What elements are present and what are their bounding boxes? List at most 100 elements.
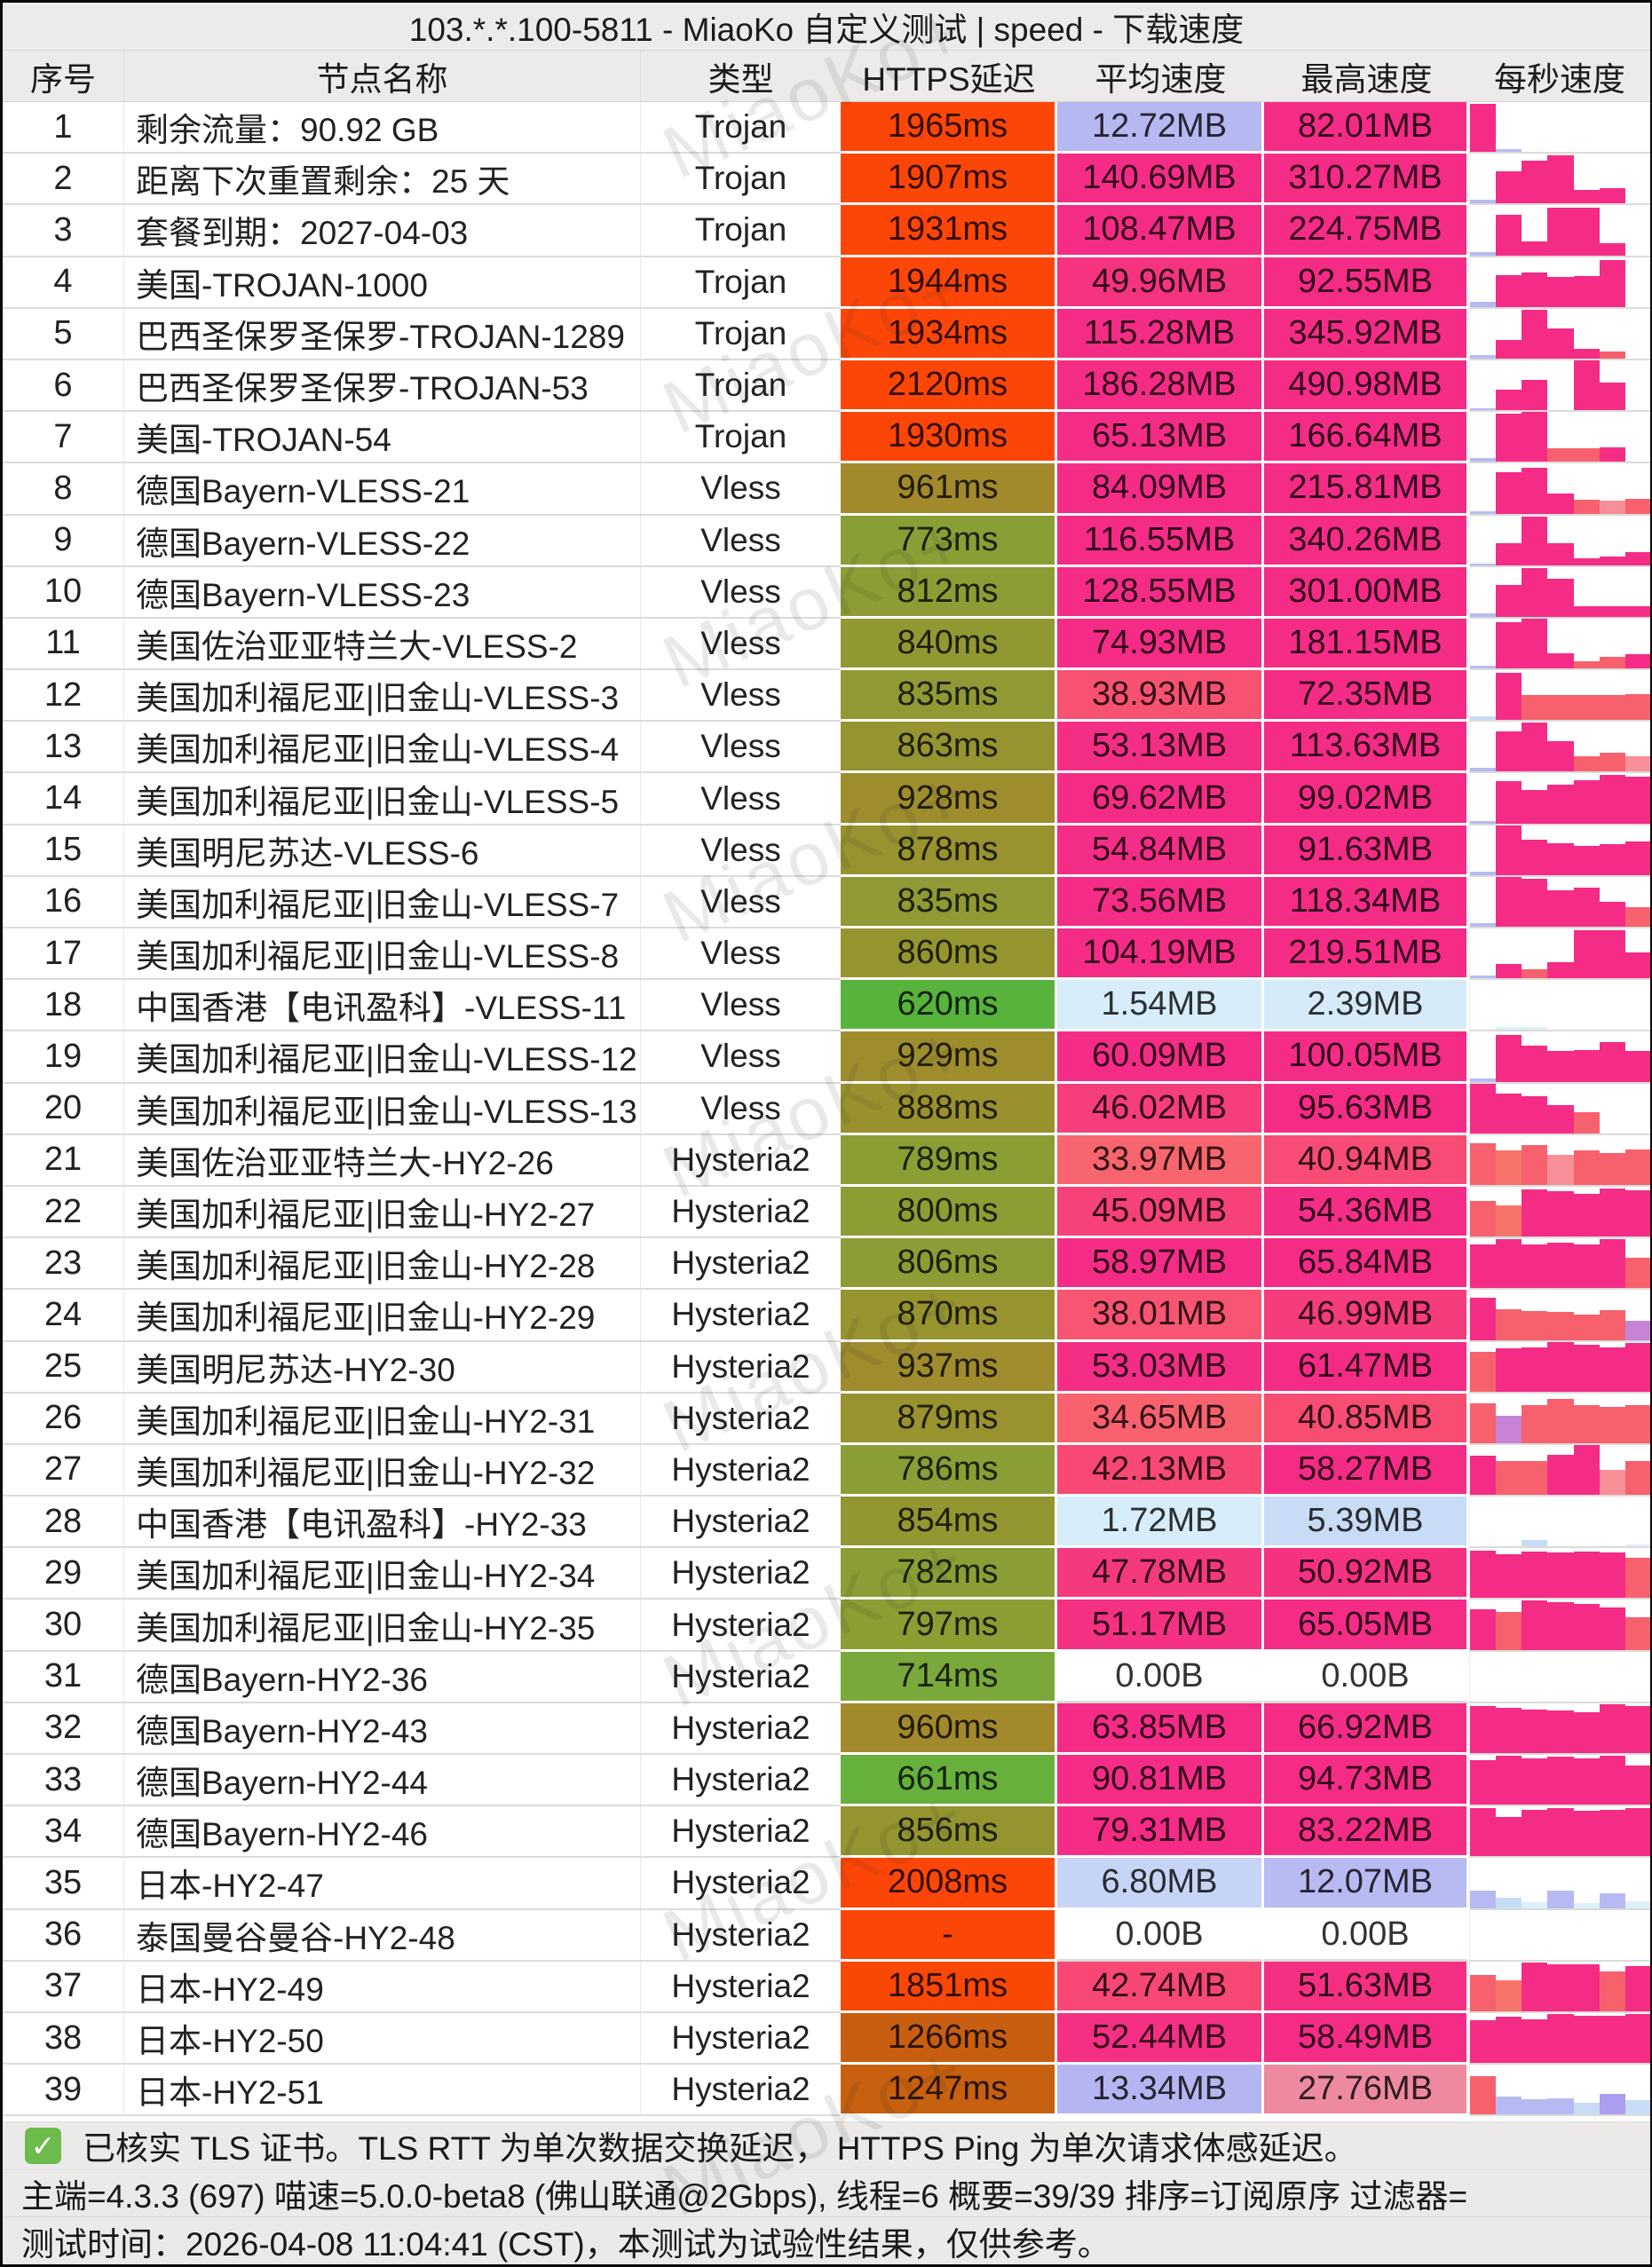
speed-bar (1599, 1470, 1625, 1496)
speed-bar (1573, 756, 1600, 772)
footer-line-version: 主端=4.3.3 (697) 喵速=5.0.0-beta8 (佛山联通@2Gbp… (3, 2168, 1650, 2217)
speed-bar (1599, 1892, 1625, 1908)
protocol-type: Hysteria2 (640, 1186, 841, 1239)
table-row: 7 美国-TROJAN-54 Trojan 1930ms 65.13MB 166… (3, 412, 1650, 464)
https-latency: 835ms (841, 670, 1057, 723)
speed-bar (1547, 207, 1574, 256)
speed-bar (1599, 695, 1625, 721)
node-name: 日本-HY2-50 (123, 2012, 640, 2066)
speed-bar (1470, 408, 1497, 411)
speed-bar (1522, 1962, 1548, 2011)
node-name: 美国加利福尼亚|旧金山-HY2-29 (123, 1290, 640, 1342)
max-speed: 65.05MB (1264, 1600, 1469, 1652)
https-latency: 800ms (841, 1186, 1057, 1239)
table-row: 36 泰国曼谷曼谷-HY2-48 Hysteria2 - 0.00B 0.00B (3, 1909, 1650, 1962)
speed-bar (1496, 1817, 1522, 1857)
average-speed: 1.72MB (1057, 1497, 1264, 1549)
https-latency: 1247ms (841, 2065, 1057, 2117)
node-name: 美国佐治亚亚特兰大-VLESS-2 (123, 618, 640, 671)
average-speed: 33.97MB (1057, 1134, 1264, 1187)
protocol-type: Trojan (640, 308, 841, 360)
protocol-type: Hysteria2 (640, 1651, 841, 1703)
speed-bar (1470, 1760, 1497, 1805)
protocol-type: Vless (640, 980, 841, 1032)
average-speed: 84.09MB (1057, 463, 1264, 516)
check-icon: ✓ (25, 2127, 61, 2164)
speed-bar (1573, 1445, 1600, 1496)
speed-bar (1470, 666, 1497, 669)
speed-bar (1624, 1616, 1650, 1650)
average-speed: 52.44MB (1057, 2012, 1264, 2066)
max-speed: 224.75MB (1264, 205, 1469, 257)
speed-bar (1547, 493, 1574, 514)
protocol-type: Trojan (640, 154, 841, 206)
speed-bar (1522, 695, 1548, 721)
max-speed: 2.39MB (1264, 980, 1469, 1032)
speed-bar (1573, 499, 1600, 514)
speed-bar (1624, 1765, 1650, 1805)
speed-bar (1599, 1239, 1625, 1289)
https-latency: 1931ms (841, 205, 1057, 257)
speed-bar (1470, 1078, 1497, 1082)
speed-bar (1547, 653, 1574, 669)
speed-bar (1522, 241, 1548, 256)
average-speed: 0.00B (1057, 1909, 1264, 1962)
https-latency: 773ms (841, 515, 1057, 567)
node-name: 美国加利福尼亚|旧金山-HY2-32 (123, 1444, 640, 1497)
speed-histogram (1469, 1651, 1650, 1703)
table-row: 26 美国加利福尼亚|旧金山-HY2-31 Hysteria2 879ms 34… (3, 1393, 1650, 1445)
https-latency: 840ms (841, 618, 1057, 671)
average-speed: 73.56MB (1057, 876, 1264, 928)
speed-bar (1573, 1963, 1600, 2011)
protocol-type: Hysteria2 (640, 1806, 841, 1859)
average-speed: 53.13MB (1057, 722, 1264, 774)
speed-bar (1599, 2016, 1625, 2064)
table-row: 19 美国加利福尼亚|旧金山-VLESS-12 Vless 929ms 60.0… (3, 1031, 1650, 1084)
average-speed: 60.09MB (1057, 1031, 1264, 1084)
table-row: 23 美国加利福尼亚|旧金山-HY2-28 Hysteria2 806ms 58… (3, 1238, 1650, 1291)
speed-bar (1496, 149, 1522, 153)
speed-bar (1522, 1144, 1548, 1185)
node-name: 美国-TROJAN-1000 (123, 257, 640, 309)
max-speed: 310.27MB (1264, 154, 1469, 206)
column-header-max-speed: 最高速度 (1300, 60, 1433, 98)
https-latency: 786ms (841, 1444, 1057, 1497)
table-row: 10 德国Bayern-VLESS-23 Vless 812ms 128.55M… (3, 566, 1650, 619)
speed-bar (1470, 251, 1497, 256)
protocol-type: Hysteria2 (640, 1600, 841, 1652)
node-name: 美国加利福尼亚|旧金山-VLESS-12 (123, 1031, 640, 1084)
row-index: 19 (3, 1031, 123, 1084)
speed-bar (1624, 1461, 1650, 1496)
table-row: 32 德国Bayern-HY2-43 Hysteria2 960ms 63.85… (3, 1702, 1650, 1755)
table-row: 29 美国加利福尼亚|旧金山-HY2-34 Hysteria2 782ms 47… (3, 1548, 1650, 1600)
column-header-avg-speed: 平均速度 (1095, 60, 1227, 98)
speed-histogram (1469, 1290, 1650, 1342)
max-speed: 66.92MB (1264, 1702, 1469, 1755)
average-speed: 186.28MB (1057, 359, 1264, 413)
footer: ✓ 已核实 TLS 证书。TLS RTT 为单次数据交换延迟， HTTPS Pi… (3, 2121, 1650, 2264)
node-name: 美国加利福尼亚|旧金山-VLESS-3 (123, 670, 640, 723)
speed-histogram (1469, 618, 1650, 671)
speed-bar (1470, 871, 1497, 875)
speed-bar (1624, 1808, 1650, 1857)
node-name: 日本-HY2-51 (123, 2065, 640, 2117)
speed-bar (1496, 825, 1522, 875)
speed-bar (1496, 1611, 1522, 1650)
max-speed: 490.98MB (1264, 359, 1469, 413)
speed-histogram (1469, 515, 1650, 567)
speed-histogram (1469, 1497, 1650, 1549)
row-index: 36 (3, 1910, 123, 1962)
protocol-type: Vless (640, 1031, 841, 1084)
speed-histogram (1469, 1806, 1650, 1859)
speed-bar (1599, 1152, 1625, 1185)
speed-bar (1496, 673, 1522, 721)
speed-bar (1599, 657, 1625, 669)
average-speed: 108.47MB (1057, 205, 1264, 257)
speed-histogram (1469, 670, 1650, 723)
speed-bar (1496, 964, 1522, 979)
speed-bar (1599, 242, 1625, 256)
max-speed: 166.64MB (1264, 412, 1469, 464)
speed-bar (1496, 780, 1522, 824)
speed-bar (1599, 500, 1625, 514)
speed-bar (1470, 510, 1497, 514)
